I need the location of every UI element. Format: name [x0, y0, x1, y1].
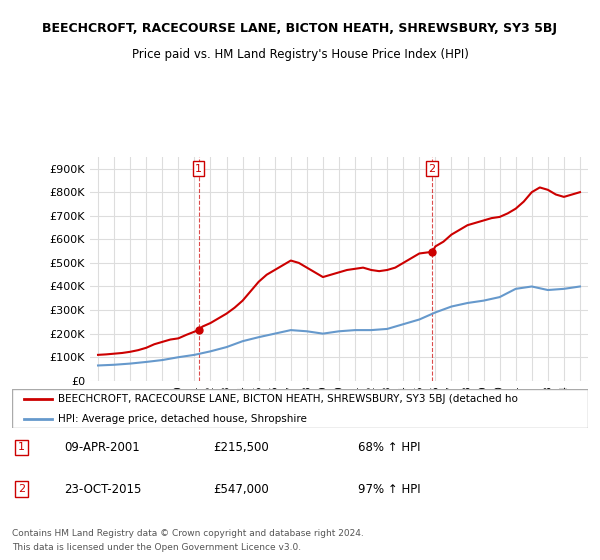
Text: Price paid vs. HM Land Registry's House Price Index (HPI): Price paid vs. HM Land Registry's House …	[131, 48, 469, 60]
Text: 2: 2	[428, 164, 436, 174]
Text: 23-OCT-2015: 23-OCT-2015	[64, 483, 141, 496]
FancyBboxPatch shape	[12, 389, 588, 428]
Text: This data is licensed under the Open Government Licence v3.0.: This data is licensed under the Open Gov…	[12, 543, 301, 552]
Text: BEECHCROFT, RACECOURSE LANE, BICTON HEATH, SHREWSBURY, SY3 5BJ (detached ho: BEECHCROFT, RACECOURSE LANE, BICTON HEAT…	[58, 394, 518, 404]
Text: HPI: Average price, detached house, Shropshire: HPI: Average price, detached house, Shro…	[58, 414, 307, 423]
Text: 1: 1	[18, 442, 25, 452]
Text: 1: 1	[195, 164, 202, 174]
Text: Contains HM Land Registry data © Crown copyright and database right 2024.: Contains HM Land Registry data © Crown c…	[12, 529, 364, 538]
Text: 09-APR-2001: 09-APR-2001	[64, 441, 140, 454]
Text: 68% ↑ HPI: 68% ↑ HPI	[358, 441, 420, 454]
Text: 2: 2	[18, 484, 25, 494]
Text: £215,500: £215,500	[214, 441, 269, 454]
Text: BEECHCROFT, RACECOURSE LANE, BICTON HEATH, SHREWSBURY, SY3 5BJ: BEECHCROFT, RACECOURSE LANE, BICTON HEAT…	[43, 22, 557, 35]
Text: 97% ↑ HPI: 97% ↑ HPI	[358, 483, 420, 496]
Text: £547,000: £547,000	[214, 483, 269, 496]
